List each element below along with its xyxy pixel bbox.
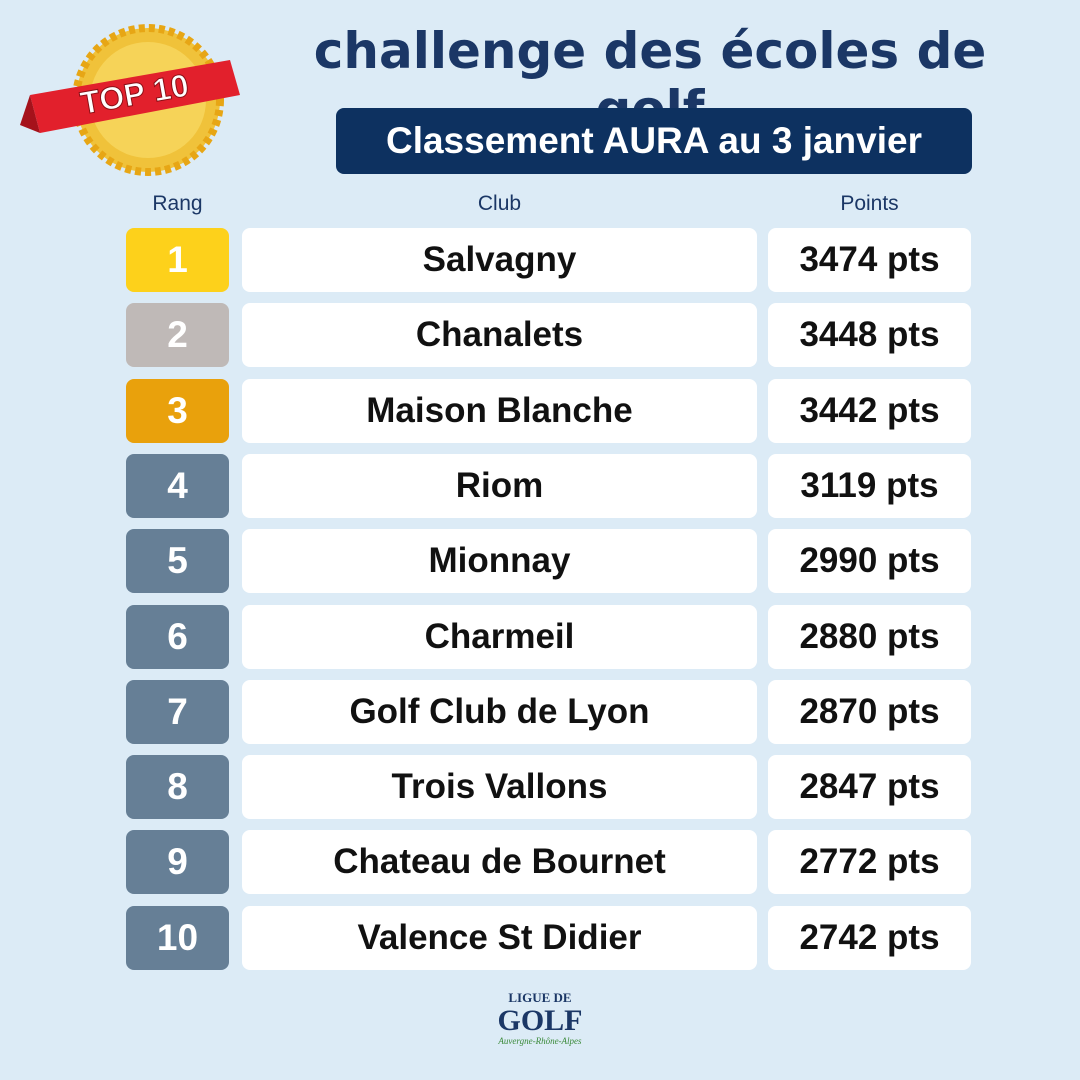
rank-cell: 4: [126, 453, 229, 518]
club-cell: Trois Vallons: [242, 755, 757, 820]
club-cell: Chanalets: [242, 303, 757, 368]
subtitle: Classement AURA au 3 janvier: [336, 108, 972, 174]
points-cell: 2990 pts: [768, 529, 971, 594]
title: challenge des écoles de golf: [313, 22, 987, 138]
points-cell: 2772 pts: [768, 830, 971, 895]
rank-cell: 2: [126, 303, 229, 368]
logo-main: GOLF: [497, 1004, 583, 1037]
points-cell: 3119 pts: [768, 453, 971, 518]
rank-cell: 6: [126, 604, 229, 669]
points-cell: 2742 pts: [768, 905, 971, 970]
logo-bottom: Auvergne-Rhône-Alpes: [498, 1036, 582, 1046]
club-cell: Salvagny: [242, 228, 757, 292]
club-cell: Riom: [242, 453, 757, 518]
rank-cell: 9: [126, 830, 229, 895]
points-cell: 2880 pts: [768, 604, 971, 669]
club-cell: Mionnay: [242, 529, 757, 594]
points-cell: 3448 pts: [768, 303, 971, 368]
rank-cell: 1: [126, 228, 229, 292]
logo: LIGUE DE GOLF Auvergne-Rhône-Alpes: [480, 990, 600, 1046]
column-header: Club: [477, 192, 522, 215]
rank-cell: 10: [126, 905, 229, 970]
rank-cell: 5: [126, 529, 229, 594]
club-cell: Chateau de Bournet: [242, 830, 757, 895]
club-cell: Valence St Didier: [242, 905, 757, 970]
points-cell: 2847 pts: [768, 755, 971, 820]
club-cell: Maison Blanche: [242, 378, 757, 443]
points-cell: 3442 pts: [768, 378, 971, 443]
club-cell: Charmeil: [242, 604, 757, 669]
points-cell: 2870 pts: [768, 679, 971, 744]
column-header: Points: [840, 192, 899, 215]
rank-cell: 7: [126, 679, 229, 744]
rank-cell: 8: [126, 755, 229, 820]
logo-top: LIGUE DE: [508, 990, 572, 1005]
points-cell: 3474 pts: [768, 228, 971, 292]
column-header: Rang: [152, 192, 203, 215]
rank-cell: 3: [126, 378, 229, 443]
club-cell: Golf Club de Lyon: [242, 679, 757, 744]
top10-badge: TOP 10: [20, 24, 240, 176]
